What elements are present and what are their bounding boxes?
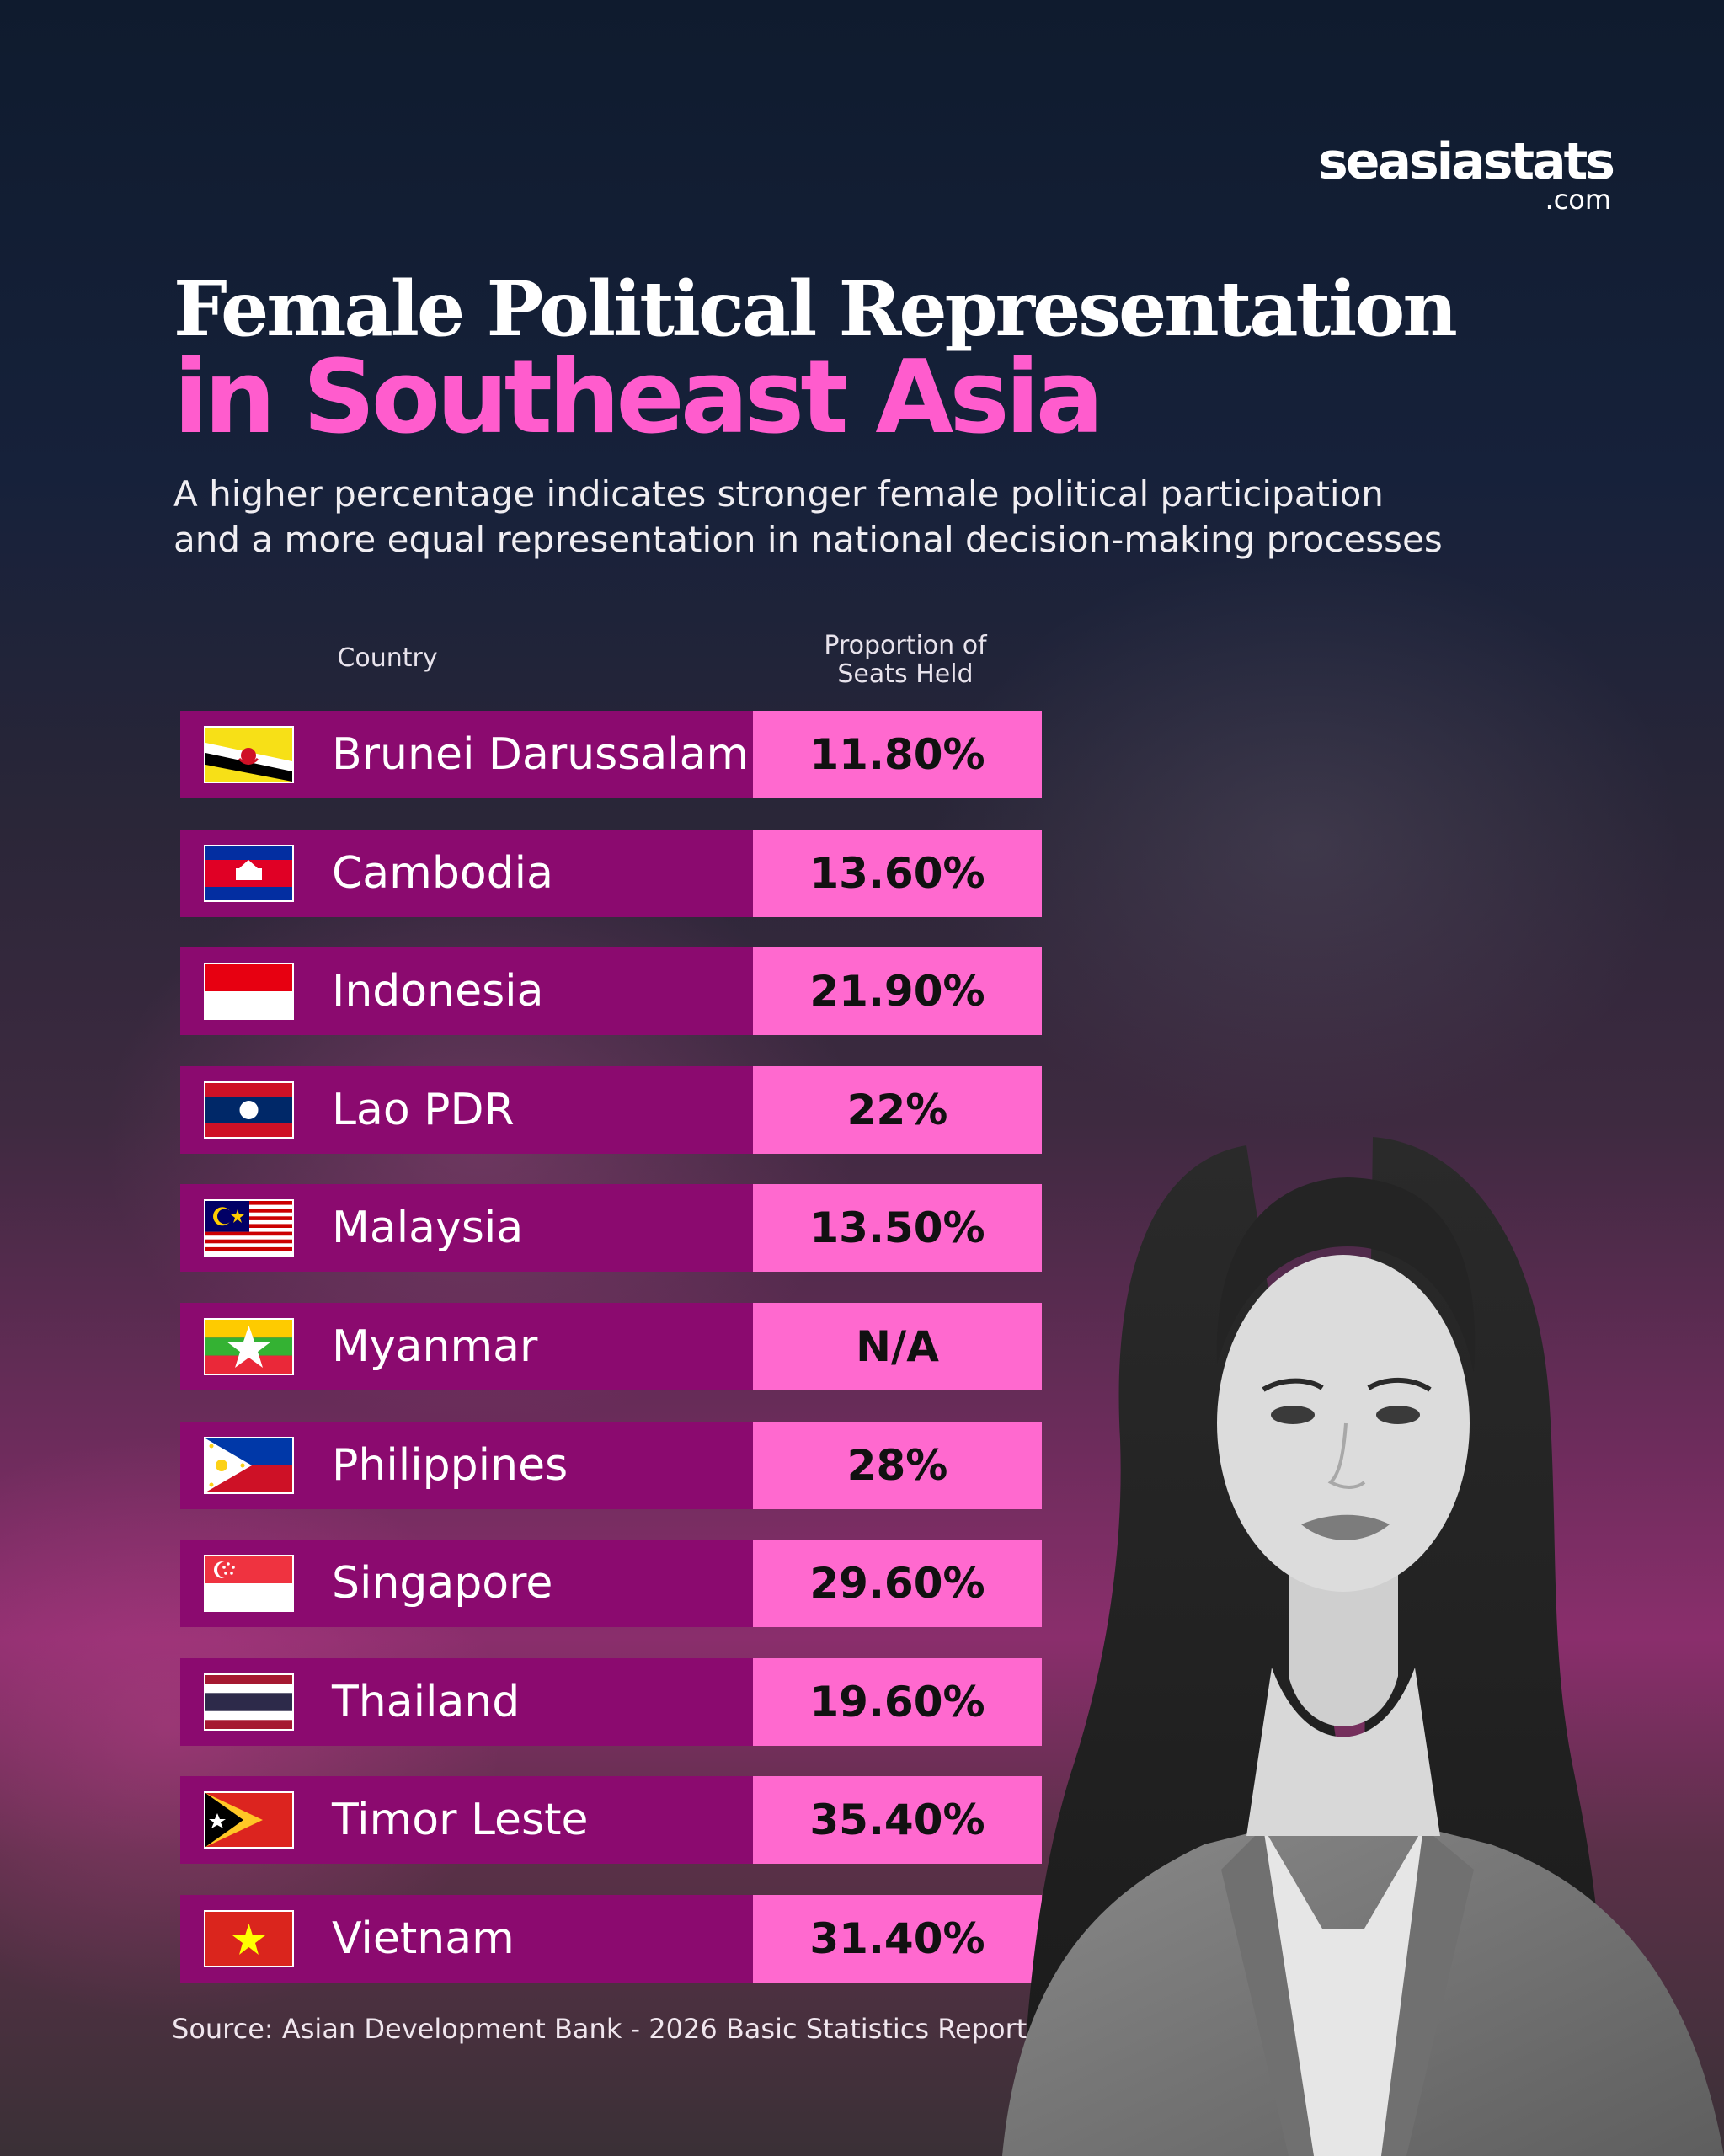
data-table: Brunei Darussalam 11.80% Cambodia 13.60% Ind… [180,711,1042,2014]
country-cell: Singapore [180,1540,753,1628]
country-cell: Malaysia [180,1184,753,1273]
value-label: 13.60% [809,848,985,898]
background-blur-shape [926,547,1684,1137]
brand-name: seasiastats [1318,132,1615,191]
value-cell: N/A [753,1302,1042,1390]
myanmar-flag-icon [205,1319,292,1374]
table-row: Thailand 19.60% [180,1657,1042,1746]
value-cell: 28% [753,1421,1042,1509]
country-cell: Brunei Darussalam [180,711,753,798]
country-name: Lao PDR [332,1084,515,1135]
value-cell: 35.40% [753,1776,1042,1865]
country-name: Cambodia [332,847,553,899]
country-name: Myanmar [332,1321,538,1372]
value-cell: 31.40% [753,1894,1042,1983]
singapore-flag-icon [205,1556,292,1611]
value-cell: 22% [753,1065,1042,1154]
country-cell: Philippines [180,1421,753,1509]
philippines-flag-icon [205,1438,292,1492]
subtitle-line-1: A higher percentage indicates stronger f… [173,473,1384,515]
country-name: Malaysia [332,1203,524,1254]
cambodia-flag-icon [205,846,292,900]
value-cell: 11.80% [753,711,1042,798]
value-cell: 13.50% [753,1184,1042,1273]
table-row: Timor Leste 35.40% [180,1776,1042,1865]
value-label: 31.40% [809,1913,985,1963]
malaysia-flag-icon [205,1201,292,1256]
value-label: 28% [846,1440,948,1490]
country-cell: Vietnam [180,1894,753,1983]
country-cell: Timor Leste [180,1776,753,1865]
value-cell: 21.90% [753,947,1042,1036]
country-name: Brunei Darussalam [332,729,750,780]
brunei-flag-icon [205,728,292,782]
value-label: 35.40% [809,1796,985,1845]
table-row: Lao PDR 22% [180,1065,1042,1154]
country-cell: Cambodia [180,829,753,917]
timor-leste-flag-icon [205,1793,292,1848]
country-name: Singapore [332,1558,553,1609]
country-name: Philippines [332,1439,568,1491]
column-header-proportion: Proportion of Seats Held [824,631,987,689]
value-label: 29.60% [809,1559,985,1609]
value-label: 13.50% [809,1203,985,1253]
table-row: Philippines 28% [180,1421,1042,1509]
table-row: Brunei Darussalam 11.80% [180,711,1042,798]
laos-flag-icon [205,1082,292,1137]
value-label: N/A [856,1321,939,1371]
brand-suffix: .com [1545,184,1611,216]
chart-title: Female Political Representation [173,264,1458,354]
value-cell: 29.60% [753,1540,1042,1628]
country-cell: Lao PDR [180,1065,753,1154]
country-cell: Thailand [180,1657,753,1746]
country-cell: Indonesia [180,947,753,1036]
table-row: Cambodia 13.60% [180,829,1042,917]
value-label: 11.80% [809,730,985,779]
brand-logo: seasiastats .com [1318,132,1615,216]
table-row: Singapore 29.60% [180,1540,1042,1628]
country-name: Thailand [332,1676,520,1727]
country-name: Vietnam [332,1913,515,1964]
subtitle-line-2: and a more equal representation in natio… [173,519,1443,560]
indonesia-flag-icon [205,964,292,1019]
country-name: Timor Leste [332,1795,589,1846]
woman-portrait-image [1002,1137,1724,2156]
table-row: Myanmar N/A [180,1302,1042,1390]
table-row: Malaysia 13.50% [180,1184,1042,1273]
chart-title-highlight: in Southeast Asia [173,339,1104,456]
vietnam-flag-icon [205,1911,292,1966]
country-name: Indonesia [332,966,544,1017]
value-label: 19.60% [809,1677,985,1726]
country-cell: Myanmar [180,1302,753,1390]
thailand-flag-icon [205,1674,292,1729]
chart-subtitle: A higher percentage indicates stronger f… [173,472,1605,563]
table-row: Indonesia 21.90% [180,947,1042,1036]
value-label: 21.90% [809,967,985,1017]
table-row: Vietnam 31.40% [180,1894,1042,1983]
column-header-country: Country [337,643,438,673]
value-cell: 19.60% [753,1657,1042,1746]
source-note: Source: Asian Development Bank - 2026 Ba… [172,2013,1027,2045]
value-cell: 13.60% [753,829,1042,917]
value-label: 22% [846,1085,948,1134]
